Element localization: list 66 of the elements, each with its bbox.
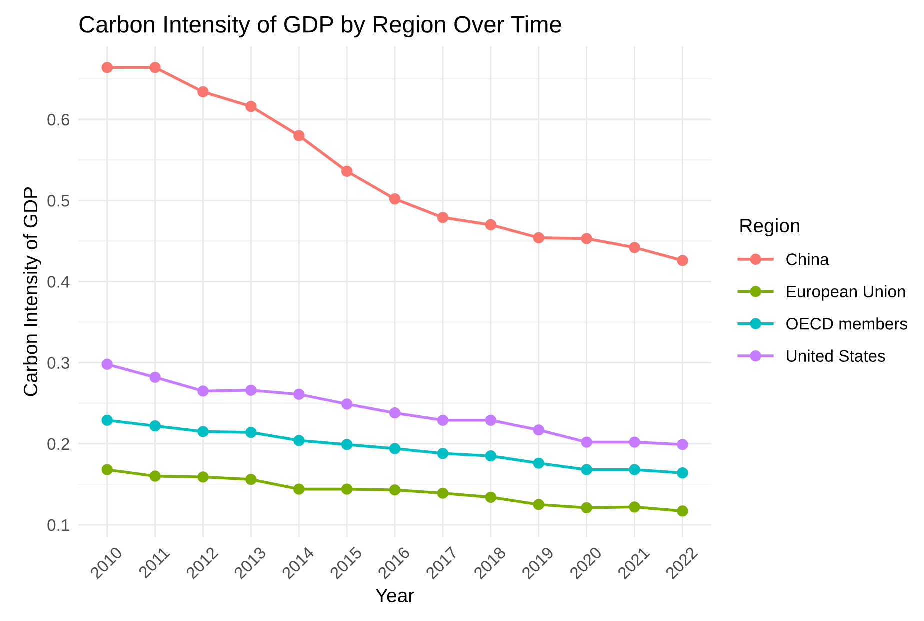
point <box>246 474 257 486</box>
point <box>294 435 305 446</box>
point <box>246 384 257 396</box>
point <box>246 427 257 438</box>
y-tick-label: 0.6 <box>48 114 70 126</box>
point <box>150 420 161 432</box>
point <box>342 484 353 495</box>
point <box>629 464 640 476</box>
point <box>389 484 401 496</box>
point <box>389 408 401 419</box>
point <box>342 439 353 450</box>
point <box>677 439 688 450</box>
point <box>485 492 496 503</box>
point <box>677 255 688 266</box>
point <box>533 232 544 244</box>
point <box>581 502 592 514</box>
point <box>198 472 209 483</box>
point <box>150 62 161 74</box>
point <box>485 450 496 462</box>
x-axis-title: Year <box>376 588 414 603</box>
point <box>533 458 544 469</box>
point <box>150 470 161 482</box>
point <box>581 233 592 244</box>
point <box>294 130 305 142</box>
point <box>198 426 209 438</box>
y-axis-title: Carbon Intensity of GDP <box>23 188 42 396</box>
point <box>102 464 113 476</box>
point <box>246 101 257 112</box>
point <box>581 436 592 448</box>
point <box>294 388 305 400</box>
y-tick-label: 0.3 <box>48 357 70 370</box>
point <box>485 219 496 231</box>
point <box>629 242 640 254</box>
point <box>629 436 640 448</box>
point <box>485 414 496 426</box>
point <box>389 193 401 205</box>
point <box>198 86 209 98</box>
point <box>342 398 353 410</box>
point <box>533 499 544 510</box>
point <box>437 448 449 460</box>
y-tick-label: 0.1 <box>48 519 70 532</box>
y-tick-label: 0.4 <box>48 276 70 288</box>
legend-label: OECD members <box>786 318 908 330</box>
chart-title: Carbon Intensity of GDP by Region Over Time <box>80 16 562 38</box>
point <box>150 372 161 383</box>
point <box>437 212 449 224</box>
point <box>102 358 113 370</box>
point <box>437 414 449 426</box>
point <box>581 464 592 476</box>
legend-label: China <box>786 253 830 266</box>
legend-label: European Union <box>787 285 906 301</box>
point <box>629 502 640 513</box>
point <box>342 166 353 178</box>
legend-title: Region <box>740 218 800 237</box>
point <box>294 484 305 495</box>
point <box>437 488 449 499</box>
point <box>198 386 209 397</box>
point <box>102 414 113 426</box>
point <box>102 62 113 74</box>
point <box>677 506 688 517</box>
point <box>677 468 688 479</box>
point <box>533 424 544 436</box>
y-tick-label: 0.5 <box>48 195 70 207</box>
y-tick-label: 0.2 <box>48 438 70 450</box>
legend-label: United States <box>787 350 886 362</box>
point <box>389 443 401 454</box>
